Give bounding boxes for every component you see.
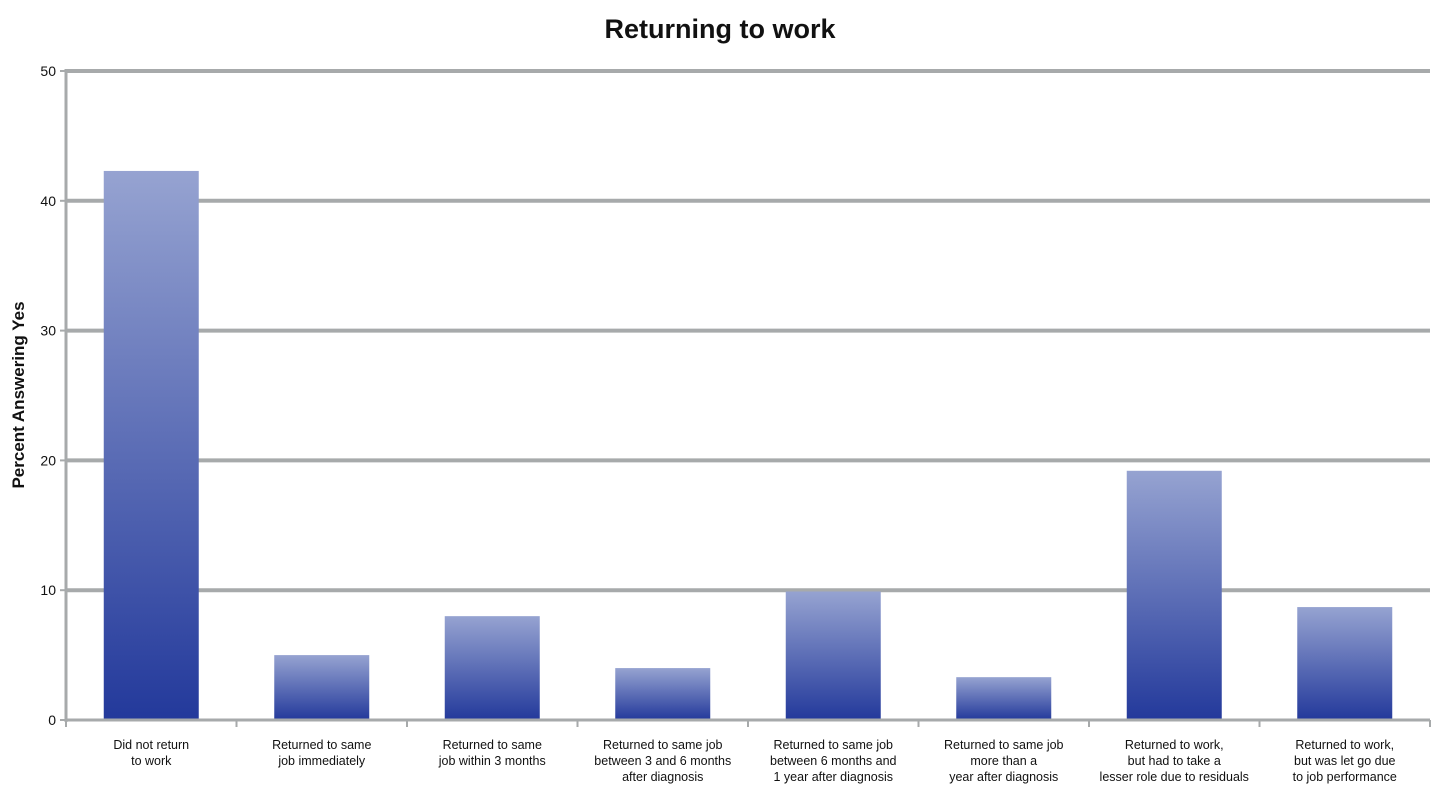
x-tick-label: Returned to same job immediately [272,738,371,768]
y-tick-labels: 0 10 20 30 40 50 [40,63,66,728]
bar [785,591,881,720]
x-tick-label: Returned to work, but was let go due to jo… [1293,738,1397,784]
bar [444,616,540,720]
x-tick-label-line: to work [131,754,172,768]
bar [956,677,1052,720]
x-tick-label-line: Returned to same job [773,738,893,752]
y-tick-label: 30 [40,323,56,339]
x-tick-label-line: year after diagnosis [949,770,1058,784]
x-tick-label: Returned to same job more than a year afte… [944,738,1064,784]
y-axis-label: Percent Answering Yes [9,301,28,488]
x-tick-label-line: Did not return [113,738,189,752]
y-tick-label: 0 [48,712,56,728]
bar [1126,470,1222,720]
x-tick-label: Returned to same job between 6 months and… [770,738,897,784]
x-tick-label-line: to job performance [1293,770,1397,784]
x-tick-label-line: but had to take a [1128,754,1221,768]
axes [64,69,1431,727]
x-tick-label-line: after diagnosis [622,770,703,784]
bar [274,655,370,720]
y-tick-label: 50 [40,63,56,79]
chart-title: Returning to work [605,14,837,44]
bar [1297,607,1393,720]
x-tick-label-line: Returned to same job [944,738,1064,752]
x-tick-label: Returned to work, but had to take a lesser… [1100,738,1249,784]
y-tick-label: 40 [40,193,56,209]
x-tick-label-line: Returned to same [443,738,542,752]
x-tick-label-line: job within 3 months [438,754,546,768]
x-tick-label-line: between 3 and 6 months [594,754,731,768]
bar [103,170,199,721]
bars [103,170,1393,721]
x-tick-label-line: Returned to work, [1125,738,1224,752]
x-tick-label-line: Returned to work, [1295,738,1394,752]
y-tick-label: 10 [40,582,56,598]
bar [615,668,711,720]
x-tick-label: Did not return to work [113,738,189,768]
x-tick-label-line: 1 year after diagnosis [773,770,893,784]
x-tick-label-line: between 6 months and [770,754,897,768]
gridlines [66,69,1430,593]
x-tick-label-line: lesser role due to residuals [1100,770,1249,784]
x-tick-label-line: job immediately [277,754,366,768]
x-tick-label-line: Returned to same job [603,738,723,752]
x-tick-label-line: more than a [970,754,1037,768]
x-tick-label-line: Returned to same [272,738,371,752]
x-tick-labels: Did not return to work Returned to same job… [113,738,1397,784]
x-tick-label: Returned to same job between 3 and 6 mont… [594,738,731,784]
x-tick-label-line: but was let go due [1294,754,1396,768]
x-tick-label: Returned to same job within 3 months [438,738,546,768]
y-tick-label: 20 [40,452,56,468]
